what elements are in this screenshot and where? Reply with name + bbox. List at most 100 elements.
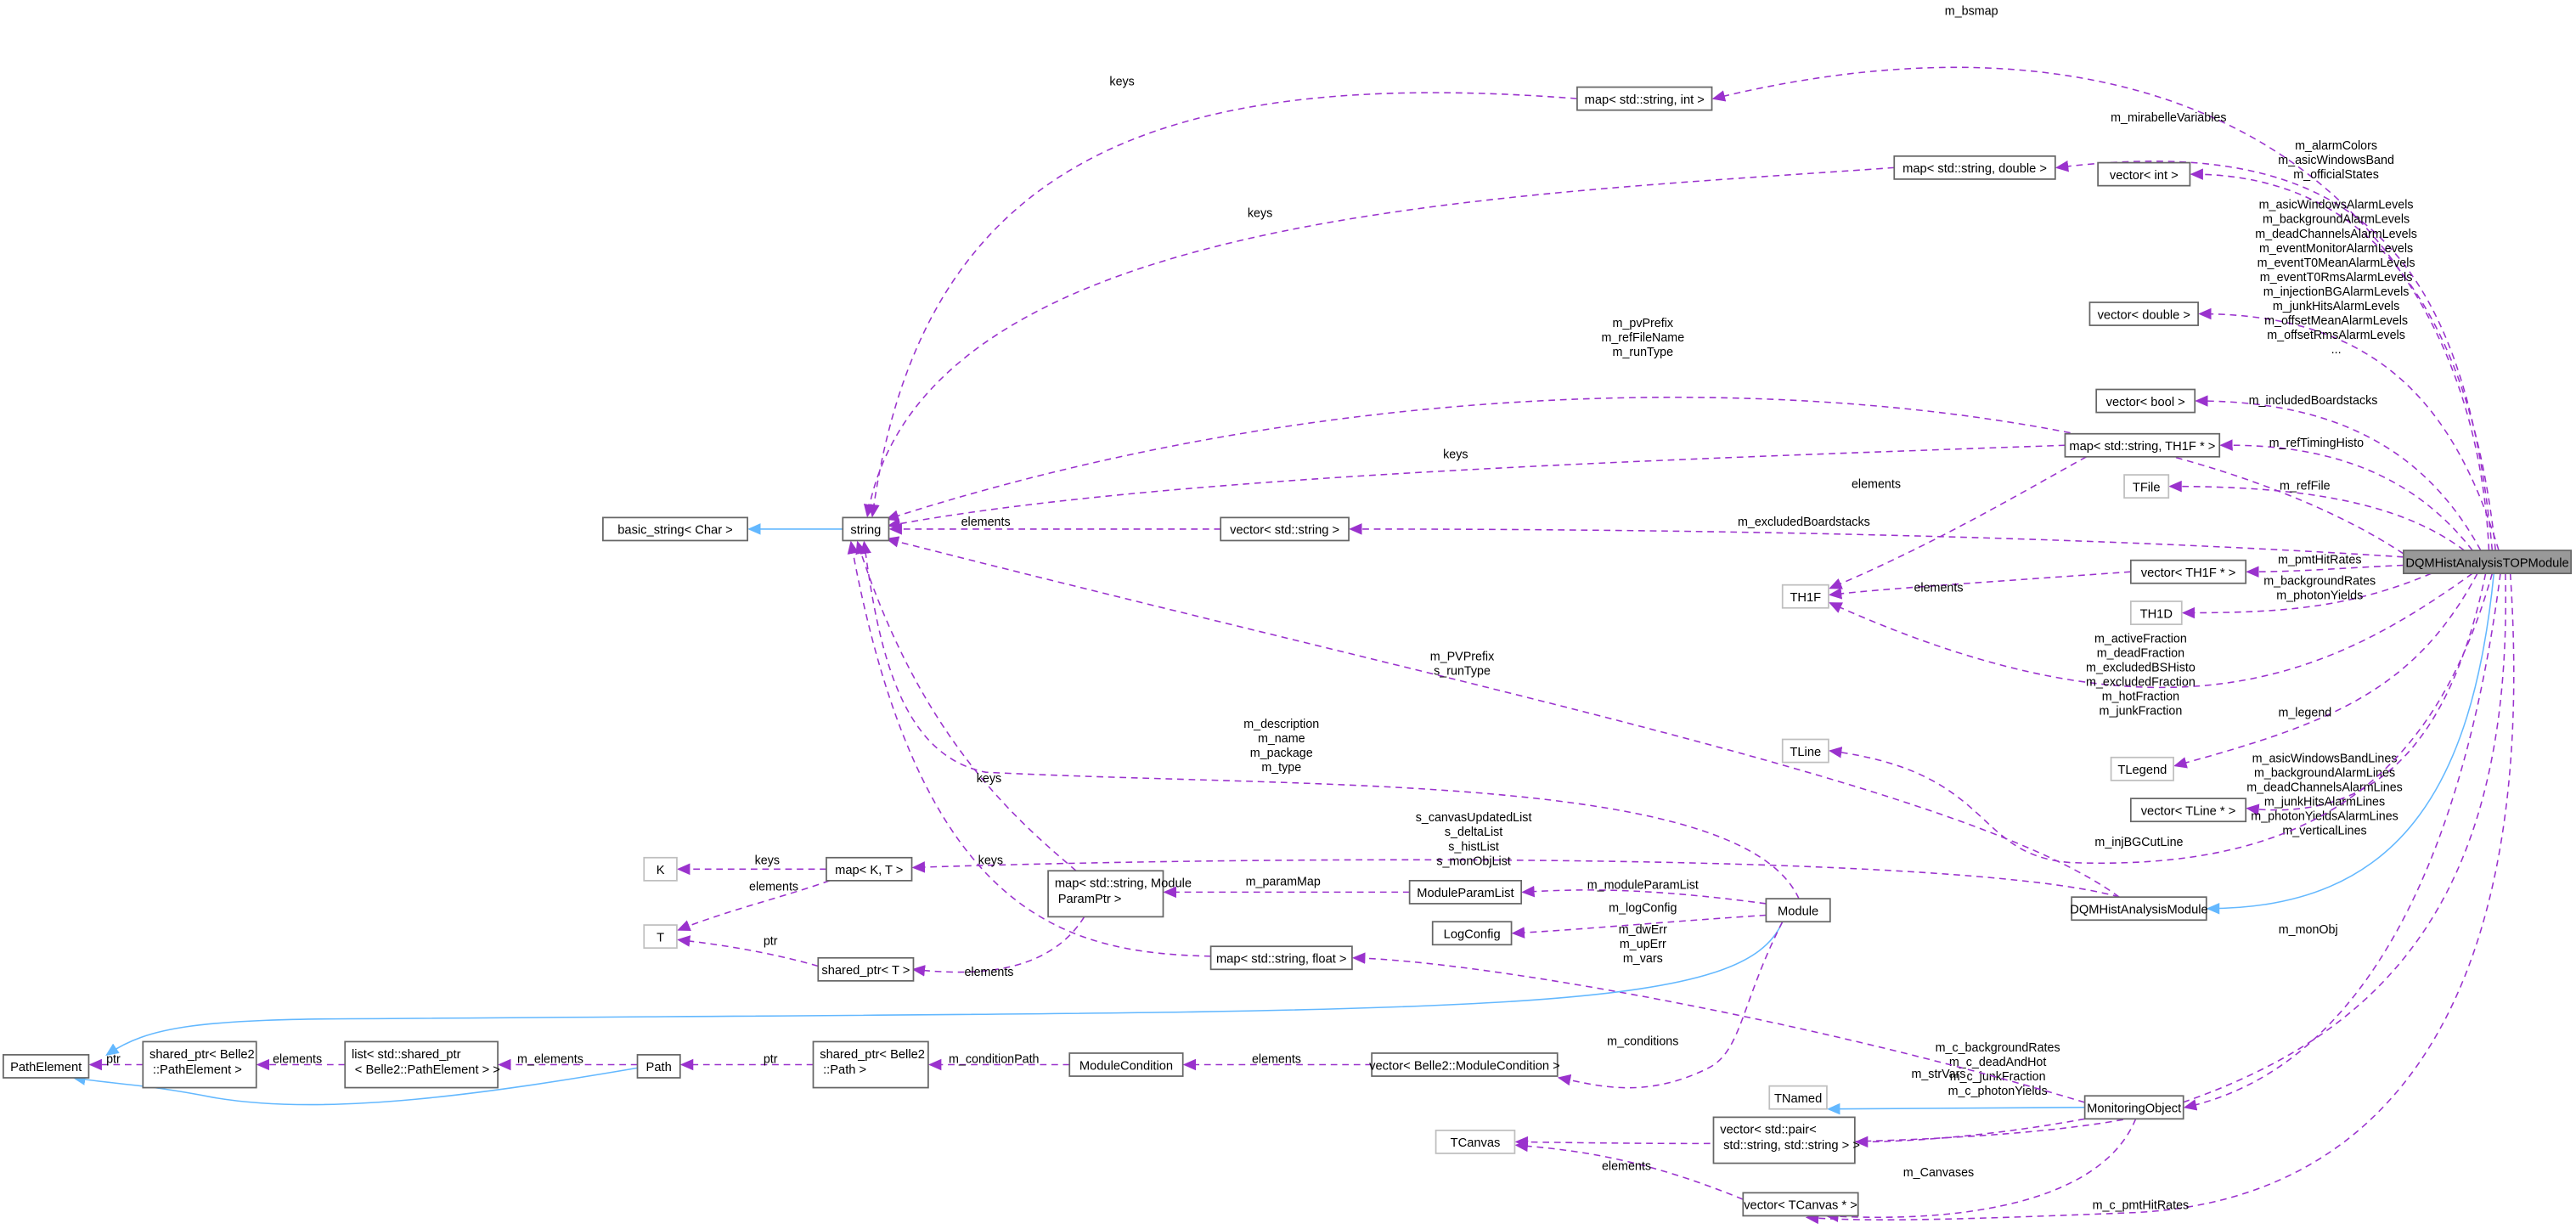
- class-node-tcanvas[interactable]: TCanvas: [1435, 1130, 1516, 1154]
- edge-monitoring_object-to-map_str_float: m_dwErr m_upErr m_vars: [1351, 923, 2085, 1103]
- edge-top-to-map_str_double: m_mirabelleVariables: [2055, 111, 2494, 551]
- class-node-path-element[interactable]: PathElement: [2, 1054, 90, 1079]
- class-node-vec-tline[interactable]: vector< TLine * >: [2129, 798, 2247, 823]
- edge-top-to-monitoring_object: m_monObj: [2183, 573, 2501, 1111]
- class-node-basic-string[interactable]: basic_string< Char >: [602, 516, 748, 542]
- node-box: [1068, 1052, 1184, 1077]
- class-node-tfile[interactable]: TFile: [2123, 474, 2170, 499]
- node-box: [2083, 1095, 2184, 1120]
- class-node-map-str-int[interactable]: map< std::string, int >: [1576, 86, 1713, 111]
- class-node-vec-bool[interactable]: vector< bool >: [2095, 388, 2196, 414]
- node-box: [2129, 798, 2247, 823]
- edge-label: m_alarmColors m_asicWindowsBand m_official…: [2278, 139, 2394, 182]
- node-box: [842, 516, 890, 542]
- edge-top-to-map_str_int: m_bsmap: [1711, 4, 2490, 551]
- edge-map_str_float-to-string: keys: [847, 540, 1211, 957]
- class-node-vec-pair[interactable]: vector< std::pair< std::string, std::stri…: [1712, 1116, 1860, 1164]
- edge-shared_ptr_path-to-path: ptr: [679, 1053, 814, 1071]
- class-node-vec-string[interactable]: vector< std::string >: [1220, 516, 1350, 542]
- usage-arrow: [677, 880, 831, 932]
- node-label: vector< TCanvas * >: [1744, 1199, 1857, 1213]
- node-box: [1576, 86, 1713, 111]
- node-label: Path: [646, 1061, 672, 1074]
- class-node-th1f[interactable]: TH1F: [1781, 583, 1829, 609]
- class-node-tlegend[interactable]: TLegend: [2110, 756, 2174, 781]
- edge-top-to-th1d: m_backgroundRates m_photonYields: [2181, 572, 2432, 619]
- node-label: vector< Belle2::ModuleCondition >: [1369, 1059, 1560, 1073]
- edge-label: keys: [1248, 206, 1272, 220]
- edge-module-to-string: m_description m_name m_package m_type: [860, 540, 1800, 899]
- edge-vec_string-to-string: elements: [888, 516, 1221, 535]
- node-label: string: [850, 524, 881, 538]
- class-node-tline[interactable]: TLine: [1781, 738, 1829, 764]
- node-box: [812, 1040, 929, 1089]
- edge-label: elements: [749, 880, 798, 894]
- edge-label: elements: [1914, 581, 1963, 595]
- edge-map_k_t-to-t: elements: [677, 880, 831, 932]
- edge-top-to-vec_bool: m_includedBoardstacks: [2195, 394, 2482, 551]
- class-node-map-str-double[interactable]: map< std::string, double >: [1893, 155, 2056, 180]
- class-node-top[interactable]: DQMHistAnalysisTOPModule: [2403, 550, 2573, 575]
- class-node-log-config[interactable]: LogConfig: [1431, 921, 1513, 946]
- node-label: TCanvas: [1451, 1136, 1501, 1150]
- edge-label: m_legend: [2278, 706, 2331, 719]
- edge-label: m_strVars: [1911, 1068, 1965, 1081]
- class-node-string[interactable]: string: [842, 516, 890, 542]
- class-node-map-str-param[interactable]: map< std::string, Module ParamPtr >: [1047, 870, 1192, 918]
- node-label: vector< TLine * >: [2141, 804, 2236, 818]
- edge-vec_module_condition-to-module_condition: elements: [1182, 1053, 1373, 1071]
- edge-top-to-string: m_pvPrefix m_refFileName m_runType: [885, 317, 2404, 555]
- edge-map_str_param-to-string: keys: [855, 540, 1077, 871]
- edge-label: elements: [1852, 478, 1901, 492]
- node-label: map< std::string, float >: [1216, 953, 1346, 967]
- class-node-vec-double[interactable]: vector< double >: [2088, 302, 2199, 326]
- edge-module-to-path_element: [105, 921, 1784, 1056]
- usage-arrow: [1514, 1140, 1744, 1200]
- class-node-th1d[interactable]: TH1D: [2129, 600, 2183, 625]
- class-node-vec-int[interactable]: vector< int >: [2097, 161, 2191, 187]
- class-node-shared-ptr-t[interactable]: shared_ptr< T >: [817, 956, 915, 982]
- class-node-map-str-th1f[interactable]: map< std::string, TH1F * >: [2064, 432, 2221, 458]
- class-node-vec-th1f[interactable]: vector< TH1F * >: [2129, 559, 2247, 584]
- edge-label: m_injBGCutLine: [2094, 836, 2183, 849]
- node-box: [2129, 600, 2183, 625]
- class-node-map-str-float[interactable]: map< std::string, float >: [1209, 945, 1353, 971]
- edge-label: m_dwErr m_upErr m_vars: [1619, 923, 1667, 966]
- class-node-map-k-t[interactable]: map< K, T >: [826, 856, 913, 882]
- usage-arrow: [2173, 572, 2478, 769]
- class-node-module-condition[interactable]: ModuleCondition: [1068, 1052, 1184, 1077]
- node-box: [1781, 738, 1829, 764]
- class-node-t[interactable]: T: [643, 924, 678, 950]
- edge-path-to-path_element: [72, 1067, 638, 1106]
- class-node-monitoring-object[interactable]: MonitoringObject: [2083, 1095, 2184, 1120]
- edge-label: m_mirabelleVariables: [2111, 111, 2226, 125]
- node-label: shared_ptr< T >: [821, 964, 910, 978]
- edge-monitoring_object-to-tnamed: [1826, 1102, 2085, 1115]
- node-label: MonitoringObject: [2087, 1102, 2181, 1116]
- class-node-vec-tcanvas[interactable]: vector< TCanvas * >: [1742, 1192, 1859, 1217]
- class-node-path[interactable]: Path: [636, 1054, 681, 1079]
- edge-label: m_c_pmtHitRates: [2093, 1199, 2190, 1213]
- node-box: [1408, 879, 1523, 905]
- class-node-vec-module-condition[interactable]: vector< Belle2::ModuleCondition >: [1369, 1052, 1560, 1077]
- node-box: [643, 924, 678, 950]
- class-node-tnamed[interactable]: TNamed: [1768, 1085, 1828, 1110]
- class-node-shared-ptr-path[interactable]: shared_ptr< Belle2::Path >: [812, 1040, 929, 1089]
- class-node-module[interactable]: Module: [1765, 898, 1831, 923]
- class-node-module-param-list[interactable]: ModuleParamList: [1408, 879, 1523, 905]
- class-node-shared-ptr-pe[interactable]: shared_ptr< Belle2::PathElement >: [142, 1040, 257, 1089]
- edge-monitoring_object-to-vec_tcanvas: m_Canvases: [1825, 1119, 2137, 1222]
- usage-arrow: [2195, 395, 2482, 551]
- edge-label: m_c_backgroundRates m_c_deadAndHot m_c_jun…: [1936, 1041, 2060, 1098]
- node-label: ModuleParamList: [1417, 887, 1513, 900]
- edge-map_k_t-to-k: keys: [676, 854, 826, 876]
- node-label: list< std::shared_ptr < Belle2::PathEleme…: [352, 1048, 500, 1077]
- edge-top-to-vec_tline: m_asicWindowsBandLines m_backgroundAlarmL…: [2246, 572, 2487, 838]
- usage-arrow: [1711, 66, 2490, 551]
- edge-label: m_pmtHitRates: [2278, 554, 2362, 567]
- class-node-k[interactable]: K: [643, 856, 678, 882]
- edge-module_condition-to-shared_ptr_path: m_conditionPath: [927, 1053, 1070, 1071]
- class-node-dqm-module[interactable]: DQMHistAnalysisModule: [2070, 896, 2208, 922]
- edge-top-to-map_str_th1f: m_refTimingHisto: [2219, 437, 2473, 551]
- class-node-list-pe[interactable]: list< std::shared_ptr < Belle2::PathEleme…: [344, 1040, 500, 1089]
